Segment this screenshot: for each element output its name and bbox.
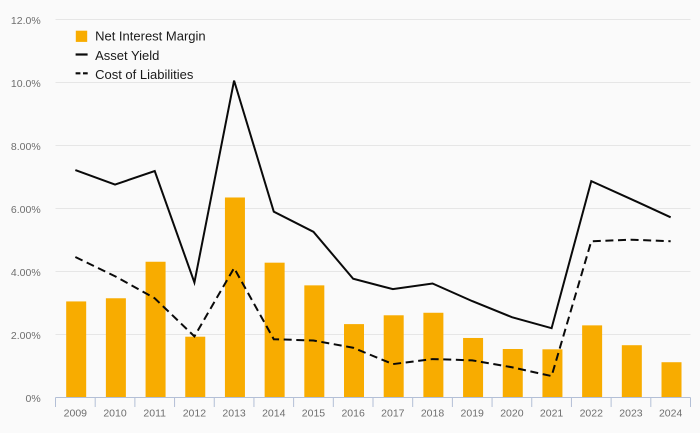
svg-text:2017: 2017 [381, 407, 405, 419]
svg-text:2022: 2022 [580, 407, 604, 419]
svg-text:8.00%: 8.00% [11, 141, 41, 153]
svg-text:2024: 2024 [659, 407, 683, 419]
svg-text:2016: 2016 [341, 407, 365, 419]
svg-text:Net Interest Margin: Net Interest Margin [95, 29, 206, 44]
svg-text:2015: 2015 [302, 407, 326, 419]
svg-text:2014: 2014 [262, 407, 286, 419]
svg-text:2020: 2020 [500, 407, 524, 419]
svg-text:2018: 2018 [421, 407, 445, 419]
svg-text:2010: 2010 [103, 407, 127, 419]
svg-text:2019: 2019 [461, 407, 485, 419]
svg-text:0%: 0% [26, 393, 41, 405]
svg-text:2012: 2012 [183, 407, 207, 419]
svg-text:2.00%: 2.00% [11, 330, 41, 342]
svg-text:2011: 2011 [143, 407, 166, 419]
svg-text:4.00%: 4.00% [11, 267, 41, 279]
svg-text:Asset Yield: Asset Yield [95, 48, 159, 63]
svg-text:Cost of Liabilities: Cost of Liabilities [95, 67, 194, 82]
svg-text:10.0%: 10.0% [11, 78, 41, 90]
svg-text:2021: 2021 [540, 407, 564, 419]
svg-text:12.0%: 12.0% [11, 15, 41, 27]
svg-text:2009: 2009 [64, 407, 88, 419]
svg-text:2013: 2013 [222, 407, 246, 419]
svg-text:6.00%: 6.00% [11, 204, 41, 216]
svg-text:2023: 2023 [619, 407, 643, 419]
